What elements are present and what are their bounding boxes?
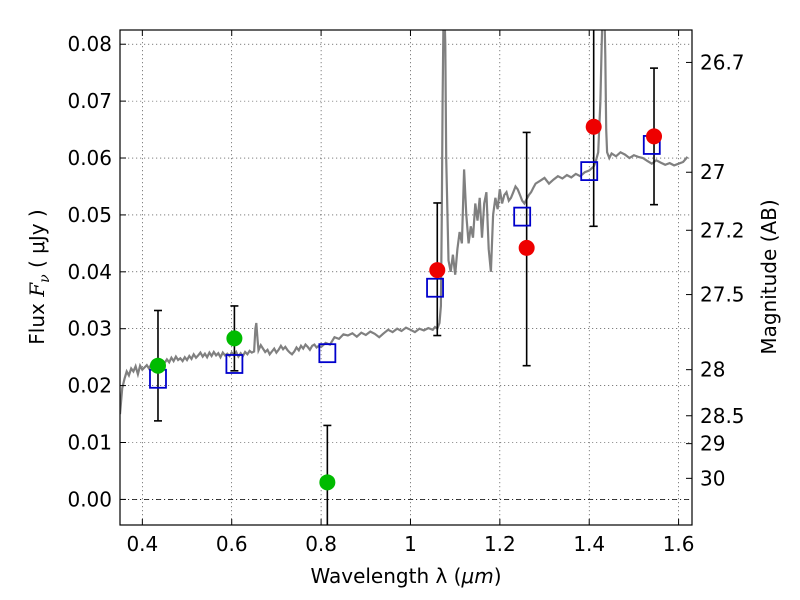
y-tick-label: 0.06 [67,146,112,170]
observed-point [585,118,602,135]
plot-frame [119,29,693,526]
magnitude-axis-ticks: 26.7 27 27.2 27.5 28 28.5 29 30 [686,50,745,490]
y-tick-label: 0.04 [67,260,112,284]
magnitude-tick-label: 29 [700,432,725,456]
observed-point [646,128,663,145]
y-tick-label: 0.02 [67,374,112,398]
sed-model-line [120,30,689,415]
magnitude-tick-label: 27.2 [700,218,745,242]
model-photometry-square [513,206,532,227]
observed-point [429,262,446,279]
model-photometry-square [318,343,337,364]
y-tick-label: 0.01 [67,431,112,455]
x-tick-label: 1 [404,532,417,556]
y-tick-label: 0.08 [67,32,112,56]
magnitude-tick-label: 28 [700,358,725,382]
error-bars [153,30,659,525]
observed-points [149,118,663,491]
model-photometry-squares [149,135,661,389]
y-axis-title: Flux Fν ( μJy ) [25,209,53,344]
model-photometry-square [580,161,599,182]
magnitude-tick-label: 27 [700,160,725,184]
model-photometry-square [426,277,444,298]
observed-point [226,330,243,347]
x-tick-label: 0.6 [216,532,248,556]
y-tick-label: 0.07 [67,89,112,113]
x-tick-label: 1.6 [663,532,695,556]
x-axis-title: Wavelength λ (μm) [310,564,501,588]
x-axis-ticks: 0.4 0.6 0.8 1 1.2 1.4 1.6 [126,30,695,556]
y-tick-label: 0.03 [67,317,112,341]
magnitude-tick-label: 30 [700,466,725,490]
magnitude-tick-label: 26.7 [700,50,745,74]
magnitude-tick-label: 28.5 [700,404,745,428]
x-tick-label: 0.8 [305,532,337,556]
x-tick-label: 1.2 [484,532,516,556]
plot-area [120,30,689,525]
observed-point [149,357,166,374]
model-photometry-square [225,354,244,374]
magnitude-tick-label: 27.5 [700,283,745,307]
y-axis-ticks: 0.00 0.01 0.02 0.03 0.04 0.05 0.06 0.07 0.08 [67,32,126,511]
y-tick-label: 0.00 [67,487,112,511]
observed-point [518,239,535,256]
x-tick-label: 0.4 [126,532,158,556]
observed-point [319,474,336,491]
magnitude-axis-title: Magnitude (AB) [757,199,781,354]
x-tick-label: 1.4 [573,532,605,556]
y-tick-label: 0.05 [67,203,112,227]
